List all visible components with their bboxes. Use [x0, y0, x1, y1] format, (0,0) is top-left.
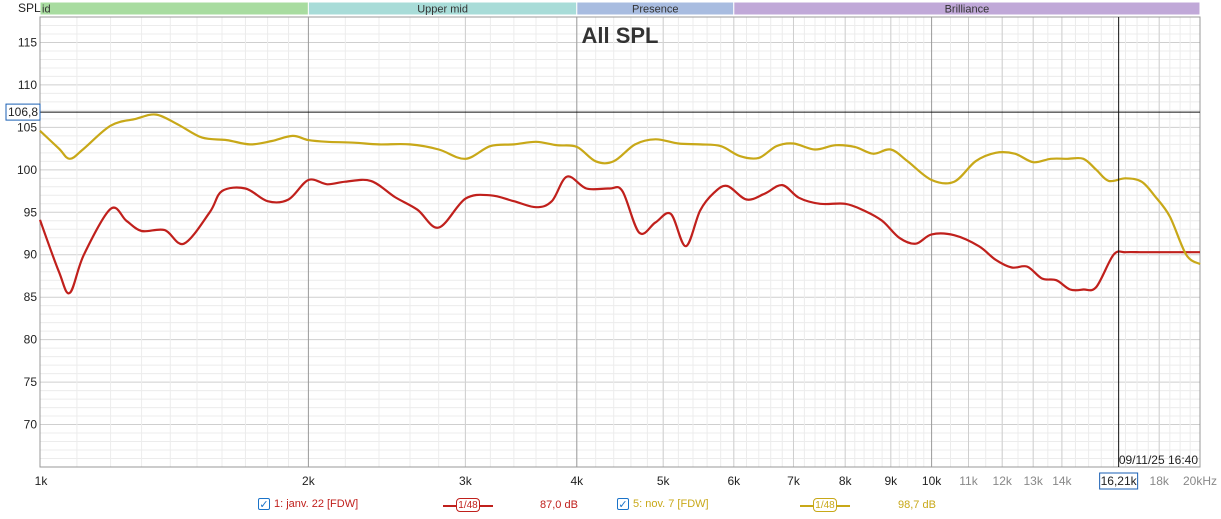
legend-item-series-5[interactable]: ✓ 5: nov. 7 [FDW]	[617, 498, 709, 511]
y-tick-label: 95	[24, 205, 38, 219]
y-tick-label: 105	[17, 120, 37, 134]
cursor-x-label: 16,21k	[1101, 474, 1138, 488]
series-lines	[38, 113, 1201, 295]
y-tick-label: 90	[24, 248, 38, 262]
y-tick-label: 85	[24, 290, 38, 304]
legend-item-series-1[interactable]: ✓ 1: janv. 22 [FDW]	[258, 498, 359, 511]
cursor-y-label: 106,8	[8, 105, 38, 119]
readout-series-5: 98,7 dB	[898, 499, 936, 511]
x-axis: 1k 2k 3k 4k 5k 6k 7k 8k 9k 10k 11k 12k 13k 14k 18k 20kH…	[35, 474, 1217, 488]
cursor-y-box	[5, 103, 41, 121]
x-tick-label: 10k	[922, 474, 942, 488]
x-tick-label: 5k	[657, 474, 671, 488]
x-tick-label: 8k	[839, 474, 853, 488]
cursor-x-box	[1099, 472, 1139, 490]
legend-label: 1: janv. 22 [FDW]	[274, 498, 359, 510]
smoothing-label: 1/48	[456, 498, 480, 512]
smoothing-label: 1/48	[813, 498, 837, 512]
grid	[40, 17, 1200, 467]
y-tick-label: 115	[18, 35, 37, 49]
legend-label: 5: nov. 7 [FDW]	[633, 498, 709, 510]
x-tick-label: 1k	[35, 474, 49, 488]
readout-series-1: 87,0 dB	[540, 499, 578, 511]
y-tick-label: 75	[24, 375, 38, 389]
y-tick-label: 80	[24, 333, 38, 347]
smoothing-indicator-series-1[interactable]: 1/48	[443, 498, 493, 514]
y-tick-label: 70	[24, 418, 38, 432]
x-tick-label: 4k	[570, 474, 584, 488]
x-tick-label: 20kHz	[1183, 474, 1217, 488]
smoothing-indicator-series-5[interactable]: 1/48	[800, 498, 850, 514]
series-line-1	[38, 175, 1200, 295]
cursor[interactable]: 106,8 16,21k	[5, 17, 1200, 490]
series-line-2	[39, 113, 1201, 266]
x-tick-label: 12k	[993, 474, 1013, 488]
x-tick-label: 3k	[459, 474, 473, 488]
timestamp: 09/11/25 16:40	[1119, 453, 1199, 467]
checkbox-icon[interactable]: ✓	[258, 498, 270, 511]
y-tick-label: 110	[18, 78, 37, 92]
x-tick-label: 18k	[1150, 474, 1170, 488]
band-id	[39, 1, 309, 16]
x-tick-label: 9k	[884, 474, 898, 488]
x-tick-label: 2k	[302, 474, 316, 488]
plot-border	[39, 16, 1201, 468]
chart-title: All SPL	[581, 23, 658, 48]
band-brilliance	[733, 1, 1201, 16]
band-label: Upper mid	[417, 4, 468, 16]
x-tick-label: 7k	[787, 474, 801, 488]
x-tick-label: 6k	[727, 474, 741, 488]
x-tick-label: 14k	[1052, 474, 1072, 488]
y-axis-label: SPL	[18, 1, 41, 15]
legend: ✓ 1: janv. 22 [FDW] 1/48 87,0 dB ✓ 5: no…	[0, 496, 1221, 518]
x-tick-label: 13k	[1024, 474, 1044, 488]
y-axis: 115 110 105 100 95 90 85 80 75 70	[17, 35, 37, 431]
checkbox-icon[interactable]: ✓	[617, 498, 629, 511]
frequency-band-bar: id Upper mid Presence Brilliance	[39, 1, 1201, 16]
spl-chart[interactable]: id Upper mid Presence Brilliance 1151101051…	[0, 0, 1221, 496]
band-label: Presence	[632, 4, 678, 16]
x-tick-label: 11k	[959, 474, 978, 488]
band-label: id	[42, 4, 51, 16]
y-tick-label: 100	[17, 163, 37, 177]
band-label: Brilliance	[945, 4, 990, 16]
